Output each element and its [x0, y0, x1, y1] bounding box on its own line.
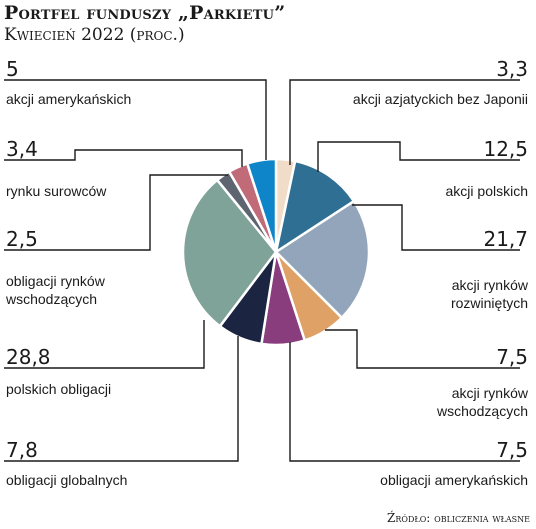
leader-line: [4, 149, 243, 167]
leader-line: [289, 342, 520, 462]
slice-value-label: 28,8: [6, 345, 51, 369]
slice-category-label: wschodzących: [436, 403, 528, 419]
slice-value-label: 3,3: [496, 57, 528, 81]
chart-subtitle: Kwiecień 2022 (proc.): [4, 25, 185, 45]
chart-title: Portfel funduszy „Parkietu”: [4, 2, 286, 24]
leader-line: [352, 204, 520, 251]
slice-value-label: 7,5: [496, 438, 528, 462]
slice-category-label: obligacji globalnych: [6, 472, 127, 488]
leader-line: [4, 79, 267, 160]
slice-value-label: 21,7: [483, 227, 528, 251]
leader-line: [317, 141, 520, 172]
pie-slice: [274, 199, 371, 320]
leader-line: [325, 329, 520, 369]
slice-category-label: obligacji amerykańskich: [380, 472, 528, 488]
slice-category-label: obligacji rynków: [6, 273, 106, 289]
slice-category-label: akcji amerykańskich: [6, 91, 131, 107]
slice-category-label: akcji rynków: [452, 277, 529, 293]
slice-value-label: 7,5: [496, 345, 528, 369]
leader-line: [4, 174, 228, 251]
leader-line: [4, 320, 205, 369]
leader-line: [289, 79, 520, 165]
slice-value-label: 7,8: [6, 438, 38, 462]
slice-category-label: rozwiniętych: [451, 295, 528, 311]
slice-category-label: rynku surowców: [6, 183, 107, 199]
pie-slice: [274, 159, 356, 255]
leader-line: [4, 336, 239, 462]
slice-category-label: wschodzących: [5, 291, 97, 307]
slice-category-label: polskich obligacji: [6, 381, 111, 397]
source-note: Źródło: obliczenia własne: [387, 511, 530, 525]
slice-value-label: 12,5: [483, 137, 528, 161]
slice-category-label: akcji rynków: [452, 385, 529, 401]
slice-value-label: 3,4: [6, 137, 38, 161]
slice-category-label: akcji azjatyckich bez Japonii: [353, 91, 528, 107]
slice-value-label: 5: [6, 57, 19, 81]
slice-category-label: akcji polskich: [446, 183, 528, 199]
pie-slice: [245, 157, 278, 253]
slice-value-label: 2,5: [6, 227, 38, 251]
pie-slice: [181, 178, 278, 328]
